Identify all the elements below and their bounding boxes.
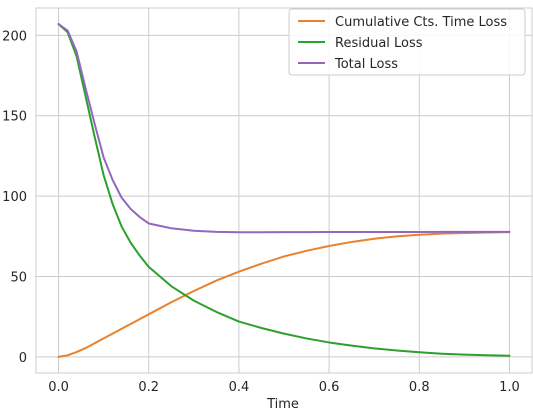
legend-entry: Cumulative Cts. Time Loss bbox=[335, 15, 507, 30]
x-tick-label: 0.6 bbox=[319, 380, 340, 395]
x-tick-label: 0.8 bbox=[409, 380, 430, 395]
x-tick-label: 0.0 bbox=[48, 380, 69, 395]
y-tick-label: 200 bbox=[2, 29, 27, 44]
x-tick-label: 0.4 bbox=[229, 380, 250, 395]
y-tick-label: 150 bbox=[2, 110, 27, 125]
y-tick-label: 100 bbox=[2, 190, 27, 205]
y-tick-label: 50 bbox=[10, 271, 27, 286]
legend-box bbox=[288, 8, 526, 76]
legend-entry: Total Loss bbox=[334, 57, 398, 72]
tick-labels: 0.0 0.2 0.4 0.6 0.8 1.0 0 50 100 150 200 bbox=[2, 29, 520, 395]
legend: Cumulative Cts. Time Loss Residual Loss To… bbox=[288, 8, 526, 76]
legend-entry: Residual Loss bbox=[335, 36, 423, 51]
series-line-cumulative-cts-time-loss bbox=[57, 231, 511, 358]
grid bbox=[36, 8, 532, 373]
y-tick-label: 0 bbox=[19, 351, 27, 366]
series-line-residual-loss bbox=[57, 23, 511, 357]
x-tick-label: 1.0 bbox=[499, 380, 520, 395]
series-lines bbox=[57, 23, 511, 358]
x-tick-label: 0.2 bbox=[138, 380, 159, 395]
series-line-total-loss bbox=[57, 23, 511, 234]
x-axis-label: Time bbox=[266, 397, 299, 412]
